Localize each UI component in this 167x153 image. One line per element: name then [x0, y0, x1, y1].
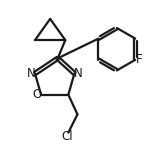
Text: F: F: [136, 53, 143, 66]
Text: N: N: [27, 67, 36, 80]
Text: O: O: [32, 88, 41, 101]
Text: Cl: Cl: [61, 130, 73, 143]
Text: N: N: [74, 67, 82, 80]
